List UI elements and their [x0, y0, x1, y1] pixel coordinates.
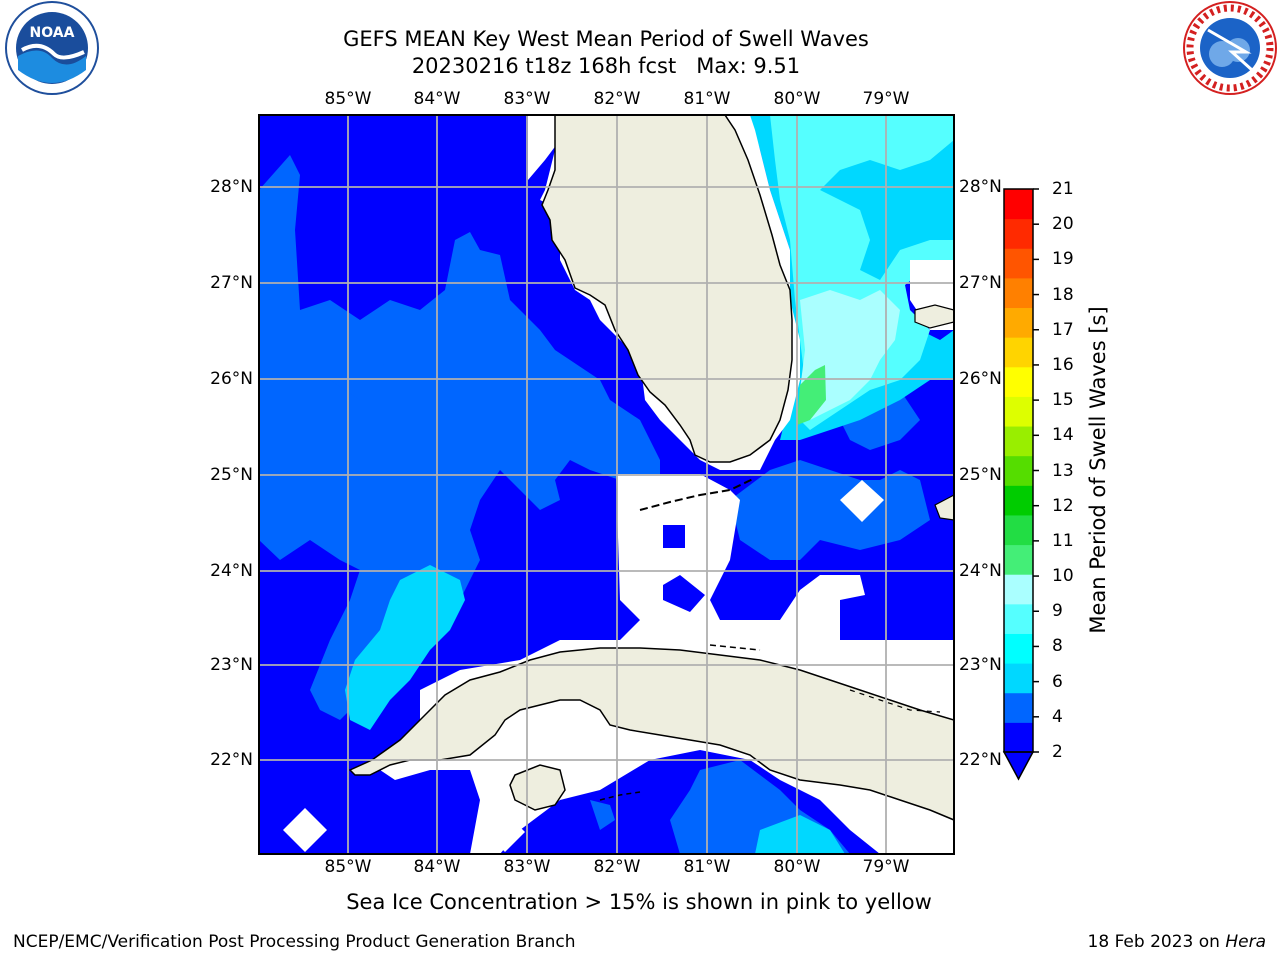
colorbar-tick-label: 2	[1052, 742, 1063, 762]
colorbar-segment	[1004, 277, 1033, 309]
colorbar-tick-label: 15	[1052, 390, 1074, 411]
map-title-line2: 20230216 t18z 168h fcst Max: 9.51	[411, 54, 801, 78]
colorbar-tick-label: 6	[1052, 671, 1063, 692]
lat-label-right: 27°N	[959, 273, 1002, 293]
lat-label-left: 25°N	[210, 465, 253, 485]
lon-label-top: 82°W	[593, 89, 641, 109]
colorbar-segment	[1004, 663, 1033, 694]
lat-label-right: 26°N	[959, 369, 1002, 389]
lat-label-left: 22°N	[210, 750, 253, 770]
noaa-logo: NOAA	[5, 1, 99, 95]
lon-label-bottom: 81°W	[683, 857, 731, 877]
colorbar	[1002, 188, 1039, 781]
lat-label-right: 24°N	[959, 561, 1002, 581]
colorbar-tick-label: 14	[1052, 425, 1074, 446]
lon-label-top: 80°W	[773, 89, 821, 109]
colorbar-segment	[1004, 218, 1033, 249]
lat-label-left: 28°N	[210, 177, 253, 197]
lon-label-bottom: 84°W	[413, 857, 461, 877]
colorbar-tick-label: 19	[1052, 249, 1074, 270]
lon-label-bottom: 82°W	[593, 857, 641, 877]
colorbar-segment	[1004, 633, 1033, 664]
lat-label-right: 25°N	[959, 465, 1002, 485]
colorbar-tick-label: 21	[1052, 179, 1074, 199]
lat-label-left: 27°N	[210, 273, 253, 293]
lon-label-top: 81°W	[683, 89, 731, 109]
map-frame	[258, 114, 955, 855]
lon-label-top: 79°W	[862, 89, 910, 109]
swell-period-map	[259, 115, 954, 854]
lat-label-right: 23°N	[959, 655, 1002, 675]
colorbar-segment	[1004, 485, 1033, 516]
colorbar-segment	[1004, 514, 1033, 546]
nws-logo	[1183, 1, 1277, 95]
lat-label-right: 22°N	[959, 750, 1002, 770]
footer-credit: NCEP/EMC/Verification Post Processing Pr…	[13, 932, 576, 952]
lat-label-left: 26°N	[210, 369, 253, 389]
colorbar-tick-label: 9	[1052, 601, 1063, 622]
sea-ice-note: Sea Ice Concentration > 15% is shown in …	[346, 890, 932, 914]
lon-label-top: 83°W	[503, 89, 551, 109]
colorbar-tick-label: 17	[1052, 319, 1074, 340]
colorbar-tick-label: 16	[1052, 354, 1074, 375]
footer-host: Hera	[1225, 932, 1266, 952]
colorbar-tick-label: 11	[1052, 530, 1074, 551]
colorbar-segment	[1004, 603, 1033, 634]
colorbar-segment	[1004, 692, 1033, 723]
lon-label-bottom: 85°W	[324, 857, 372, 877]
colorbar-tick-label: 20	[1052, 214, 1074, 235]
colorbar-segment	[1004, 396, 1033, 427]
colorbar-segment	[1004, 366, 1033, 397]
colorbar-segment	[1004, 189, 1033, 220]
colorbar-segment	[1004, 544, 1033, 575]
lon-label-bottom: 80°W	[773, 857, 821, 877]
lat-label-left: 23°N	[210, 655, 253, 675]
colorbar-segment	[1004, 307, 1033, 338]
colorbar-tick-label: 8	[1052, 636, 1063, 657]
colorbar-tick-label: 10	[1052, 566, 1074, 587]
colorbar-segment	[1004, 248, 1033, 279]
colorbar-label: Mean Period of Swell Waves [s]	[1086, 306, 1110, 634]
footer-date-text: 18 Feb 2023 on	[1087, 932, 1226, 952]
lon-label-bottom: 83°W	[503, 857, 551, 877]
colorbar-tick-label: 18	[1052, 284, 1074, 305]
lon-label-top: 84°W	[413, 89, 461, 109]
colorbar-segment	[1004, 455, 1033, 486]
map-gridlines	[259, 115, 954, 854]
lon-label-bottom: 79°W	[862, 857, 910, 877]
colorbar-tick-label: 4	[1052, 706, 1063, 727]
colorbar-extend-arrow	[1002, 751, 1035, 781]
colorbar-segment	[1004, 574, 1033, 605]
colorbar-tick-label: 12	[1052, 495, 1074, 516]
svg-text:NOAA: NOAA	[30, 25, 75, 41]
colorbar-tick-label: 13	[1052, 460, 1074, 481]
lat-label-right: 28°N	[959, 177, 1002, 197]
map-title-line1: GEFS MEAN Key West Mean Period of Swell …	[343, 27, 869, 51]
colorbar-segment	[1004, 337, 1033, 368]
footer-date: 18 Feb 2023 on Hera	[1088, 932, 1266, 952]
lon-label-top: 85°W	[324, 89, 372, 109]
colorbar-segment	[1004, 426, 1033, 457]
lat-label-left: 24°N	[210, 561, 253, 581]
colorbar-segment	[1004, 722, 1033, 753]
